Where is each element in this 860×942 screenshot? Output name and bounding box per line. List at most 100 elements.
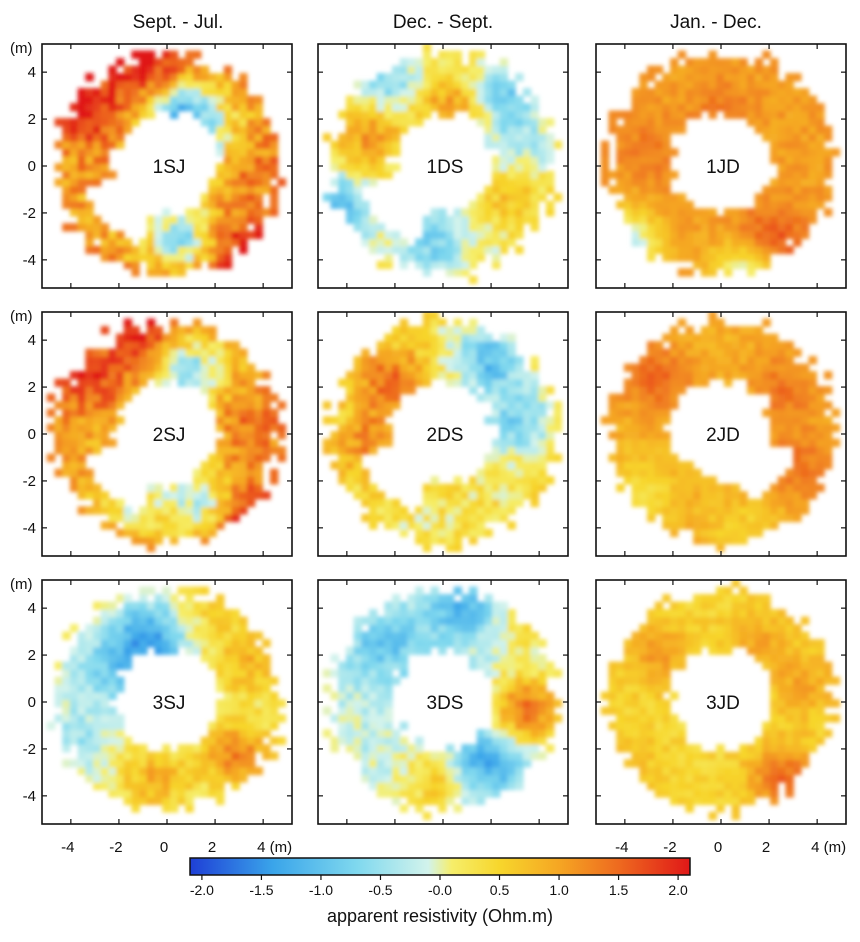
field-cell xyxy=(476,371,486,380)
field-cell xyxy=(700,759,710,768)
field-cell xyxy=(185,483,194,492)
field-cell xyxy=(700,616,710,625)
field-cell xyxy=(469,528,478,538)
field-cell xyxy=(185,363,194,372)
field-cell xyxy=(239,408,248,417)
field-cell xyxy=(85,721,94,730)
field-cell xyxy=(277,699,287,708)
field-cell xyxy=(662,378,671,387)
field-cell xyxy=(85,483,94,492)
field-cell xyxy=(654,498,664,508)
field-cell xyxy=(662,178,671,187)
field-cell xyxy=(662,253,671,262)
field-cell xyxy=(445,536,455,545)
field-cell xyxy=(522,88,532,97)
field-cell xyxy=(522,669,532,678)
field-cell xyxy=(616,446,625,455)
field-cell xyxy=(708,208,717,217)
field-cell xyxy=(369,498,378,508)
field-cell xyxy=(169,58,179,67)
field-cell xyxy=(716,341,725,350)
field-cell xyxy=(376,125,386,134)
field-cell xyxy=(693,88,702,97)
field-cell xyxy=(677,521,687,530)
field-cell xyxy=(108,95,117,104)
field-cell xyxy=(808,669,817,678)
field-cell xyxy=(739,513,748,523)
field-cell xyxy=(154,796,163,806)
field-cell xyxy=(100,393,110,402)
field-cell xyxy=(169,88,179,97)
field-cell xyxy=(407,95,416,104)
field-cell xyxy=(639,140,648,149)
field-cell xyxy=(415,601,424,610)
field-cell xyxy=(376,163,386,172)
field-cell xyxy=(353,669,363,678)
field-cell xyxy=(223,476,233,485)
field-cell xyxy=(654,95,664,104)
field-cell xyxy=(777,95,787,104)
field-cell xyxy=(662,88,671,97)
field-cell xyxy=(422,536,432,545)
field-cell xyxy=(146,513,156,523)
field-cell xyxy=(330,200,339,209)
field-cell xyxy=(685,781,694,791)
field-cell xyxy=(670,461,679,470)
field-cell xyxy=(816,185,825,194)
field-cell xyxy=(231,766,240,776)
field-cell xyxy=(515,759,524,768)
field-cell xyxy=(515,781,524,791)
field-cell xyxy=(146,774,156,783)
field-cell xyxy=(369,416,378,425)
field-cell xyxy=(262,148,271,157)
field-cell xyxy=(200,118,210,127)
field-cell xyxy=(461,208,470,217)
field-cell xyxy=(177,238,187,247)
field-cell xyxy=(154,506,163,515)
field-cell xyxy=(200,491,210,500)
field-cell xyxy=(793,185,802,194)
field-cell xyxy=(785,341,794,350)
field-cell xyxy=(823,386,833,395)
field-cell xyxy=(231,476,240,485)
field-cell xyxy=(93,223,102,232)
field-cell xyxy=(193,513,202,523)
field-cell xyxy=(93,639,102,648)
field-cell xyxy=(716,58,725,67)
field-cell xyxy=(515,461,524,470)
field-cell xyxy=(453,65,463,74)
field-cell xyxy=(639,438,648,447)
field-cell xyxy=(246,684,256,693)
field-cell xyxy=(131,774,140,783)
field-cell xyxy=(131,326,140,335)
field-cell xyxy=(545,118,555,127)
field-cell xyxy=(522,431,532,440)
field-cell xyxy=(69,170,79,179)
field-cell xyxy=(54,684,63,693)
field-cell xyxy=(69,684,79,693)
field-cell xyxy=(422,80,432,89)
field-cell xyxy=(793,238,802,247)
field-cell xyxy=(631,721,641,730)
field-cell xyxy=(731,356,741,365)
field-cell xyxy=(392,125,401,134)
field-cell xyxy=(407,118,416,127)
field-cell xyxy=(492,506,501,515)
field-cell xyxy=(538,438,547,447)
field-cell xyxy=(430,312,439,320)
field-cell xyxy=(345,416,355,425)
field-cell xyxy=(254,714,263,723)
field-cell xyxy=(430,208,439,217)
field-cell xyxy=(647,654,656,663)
field-cell xyxy=(223,706,233,715)
field-cell xyxy=(647,744,656,753)
field-cell xyxy=(515,103,524,112)
field-cell xyxy=(169,483,179,492)
field-cell xyxy=(647,714,656,723)
field-cell xyxy=(77,170,87,179)
field-cell xyxy=(422,50,432,59)
field-cell xyxy=(407,624,416,633)
field-cell xyxy=(108,624,117,633)
field-cell xyxy=(499,601,509,610)
field-cell xyxy=(685,804,694,813)
